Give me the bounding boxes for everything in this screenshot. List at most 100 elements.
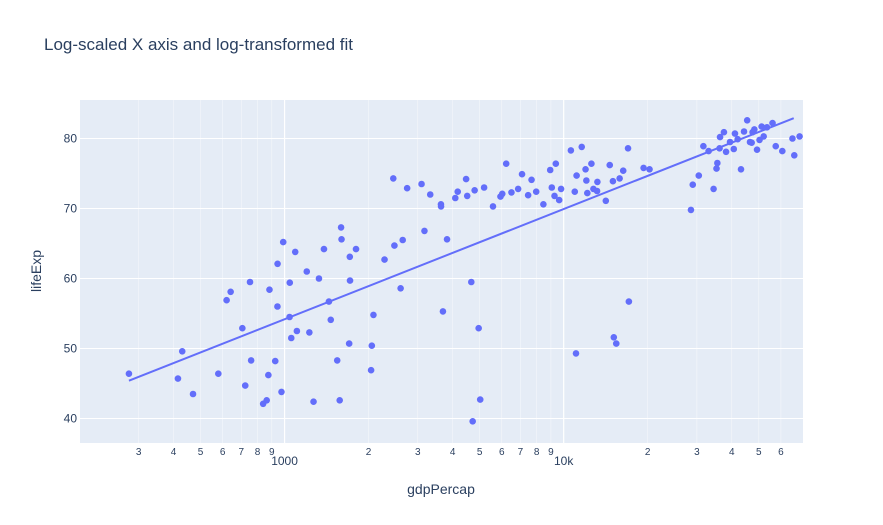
data-point: [609, 177, 617, 185]
data-point: [315, 275, 323, 282]
data-point: [593, 187, 601, 195]
plot-area[interactable]: [80, 100, 803, 443]
data-point: [695, 172, 703, 179]
x-minor-tick-label: 6: [778, 447, 784, 458]
data-point: [722, 148, 730, 156]
data-point: [557, 185, 565, 193]
data-point: [370, 311, 377, 319]
data-point: [616, 175, 623, 182]
x-minor-tick-label: 5: [198, 447, 204, 458]
data-point: [546, 166, 554, 174]
x-minor-tick-label: 7: [239, 447, 245, 458]
data-point: [178, 348, 186, 355]
data-point: [700, 142, 707, 150]
chart-title: Log-scaled X axis and log-transformed fi…: [44, 35, 353, 54]
data-point: [716, 133, 724, 141]
x-minor-tick-label: 3: [136, 447, 142, 458]
data-point: [713, 165, 720, 172]
data-point: [758, 123, 765, 130]
data-point: [189, 390, 197, 398]
x-minor-tick-label: 3: [694, 447, 700, 458]
x-minor-tick-label: 4: [171, 447, 177, 458]
data-point: [325, 298, 333, 305]
x-minor-tick-label: 2: [645, 447, 651, 458]
y-tick-label: 40: [64, 412, 78, 426]
data-point: [320, 245, 328, 253]
data-point: [247, 357, 255, 364]
data-point: [306, 329, 313, 336]
data-point: [227, 288, 234, 296]
data-point: [606, 161, 614, 169]
data-point: [125, 370, 133, 378]
data-point: [552, 160, 560, 167]
x-minor-tick-label: 5: [477, 447, 483, 458]
x-minor-tick-label: 4: [450, 447, 456, 458]
grid: [80, 100, 803, 443]
data-point: [498, 190, 506, 198]
data-point: [241, 382, 249, 389]
data-point: [454, 188, 462, 195]
data-point: [303, 268, 311, 275]
data-point: [689, 181, 697, 188]
data-point: [345, 340, 353, 347]
data-point: [452, 194, 459, 202]
data-point: [279, 238, 287, 246]
data-point: [796, 133, 803, 140]
data-point: [548, 184, 556, 191]
data-point: [748, 139, 755, 146]
data-point: [346, 253, 354, 261]
data-point: [610, 334, 618, 341]
data-point: [720, 128, 728, 136]
data-point: [338, 236, 345, 243]
data-point: [463, 192, 471, 200]
x-axis-title: gdpPercap: [407, 481, 475, 497]
data-point: [573, 172, 580, 179]
data-point: [582, 166, 589, 173]
data-point: [346, 277, 354, 284]
data-point: [730, 145, 738, 153]
data-point: [540, 201, 547, 208]
x-minor-tick-label: 3: [415, 447, 421, 458]
data-point: [751, 126, 758, 133]
data-point: [779, 147, 786, 155]
data-point: [437, 203, 445, 210]
data-point: [508, 189, 515, 196]
data-point: [734, 135, 741, 143]
data-point: [399, 236, 406, 244]
data-point: [310, 398, 317, 406]
y-tick-label: 60: [64, 272, 78, 286]
data-point: [502, 160, 510, 167]
x-minor-tick-label: 6: [220, 447, 226, 458]
data-point: [215, 370, 222, 378]
data-point: [389, 175, 397, 182]
data-point: [239, 324, 246, 332]
data-point: [731, 130, 739, 137]
y-axis-title: lifeExp: [28, 250, 44, 292]
scatter-points: [125, 117, 803, 425]
data-point: [588, 160, 595, 167]
data-point: [293, 327, 301, 335]
data-point: [397, 285, 404, 292]
data-point: [174, 375, 182, 382]
data-point: [468, 278, 475, 286]
data-point: [271, 357, 279, 365]
y-tick-label: 80: [64, 132, 78, 146]
data-point: [532, 188, 540, 195]
x-minor-tick-label: 5: [756, 447, 762, 458]
data-point: [286, 279, 294, 287]
data-point: [584, 189, 591, 197]
x-minor-tick-label: 9: [269, 447, 275, 458]
data-point: [327, 316, 335, 324]
data-point: [291, 248, 299, 256]
data-point: [789, 135, 796, 142]
x-minor-tick-label: 8: [255, 447, 261, 458]
data-point: [769, 119, 776, 127]
data-point: [480, 184, 488, 191]
data-point: [640, 164, 647, 172]
fit-line-layer: [128, 117, 795, 382]
data-point: [223, 296, 230, 304]
data-point: [266, 286, 273, 294]
data-point: [421, 227, 428, 235]
data-point: [594, 178, 601, 186]
